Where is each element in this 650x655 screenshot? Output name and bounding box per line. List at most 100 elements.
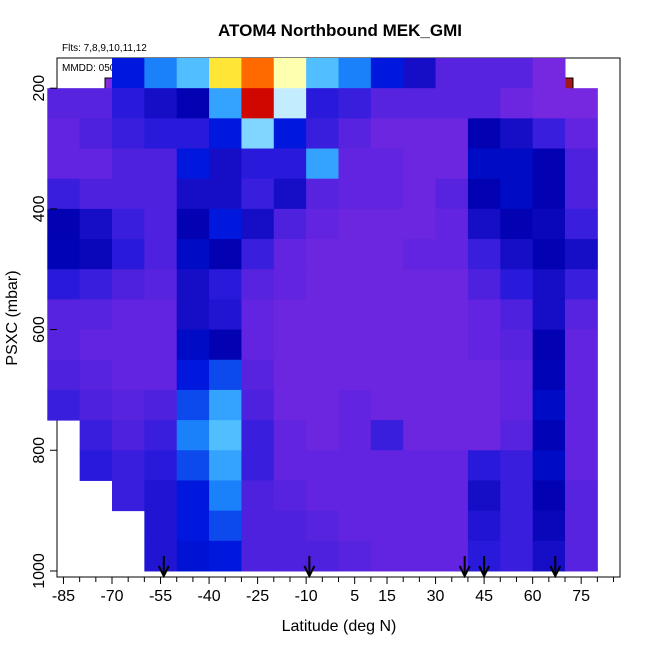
heatmap-cell — [209, 450, 242, 481]
heatmap-cell — [209, 329, 242, 361]
heatmap-cell — [209, 239, 242, 270]
heatmap-cell — [209, 359, 242, 391]
heatmap-cell — [532, 450, 566, 481]
heatmap-cell — [306, 420, 339, 451]
heatmap-cell — [403, 208, 437, 240]
heatmap-cell — [273, 148, 307, 180]
heatmap-cell — [500, 178, 534, 210]
heatmap-cell — [467, 239, 501, 270]
heatmap-cell — [370, 510, 404, 542]
heatmap-cell — [435, 420, 469, 451]
heatmap-cell — [306, 450, 339, 481]
heatmap-cell — [500, 389, 534, 421]
heatmap-cell — [176, 510, 210, 542]
heatmap-cell — [176, 480, 210, 512]
x-tick-label: 15 — [378, 588, 396, 605]
flights-label: Flts: 7,8,9,10,11,12 — [62, 43, 147, 54]
heatmap-cell — [241, 510, 275, 542]
heatmap-cell — [370, 88, 404, 119]
heatmap-cell — [532, 239, 566, 270]
heatmap-cell — [338, 420, 372, 451]
heatmap-cell — [79, 450, 113, 481]
heatmap-cell — [176, 148, 210, 180]
heatmap-cell — [144, 540, 178, 572]
heatmap-cell — [209, 118, 242, 150]
heatmap-cell — [176, 299, 210, 331]
heatmap-cell — [370, 118, 404, 150]
heatmap-cell — [79, 178, 113, 210]
heatmap-cell — [176, 269, 210, 300]
heatmap-cell — [306, 178, 339, 210]
heatmap-cell — [47, 178, 81, 210]
y-tick-label: 1000 — [31, 553, 48, 589]
heatmap-cell — [209, 208, 242, 240]
heatmap-cell — [241, 450, 275, 481]
x-tick-label: 60 — [524, 588, 542, 605]
heatmap-cell — [144, 299, 178, 331]
heatmap-cell — [112, 118, 145, 150]
heatmap-cell — [500, 510, 534, 542]
heatmap-cell — [79, 389, 113, 421]
heatmap-cell — [209, 58, 242, 89]
heatmap-cell — [435, 299, 469, 331]
heatmap-cell — [112, 148, 145, 180]
heatmap-cell — [338, 480, 372, 512]
heatmap-cell — [403, 329, 437, 361]
heatmap-cell — [500, 269, 534, 300]
heatmap-cell — [467, 118, 501, 150]
y-tick-label: 800 — [31, 437, 48, 464]
heatmap-cell — [79, 239, 113, 270]
heatmap-cell — [370, 208, 404, 240]
heatmap-cell — [112, 359, 145, 391]
heatmap-cell — [403, 299, 437, 331]
y-axis-label: PSXC (mbar) — [4, 270, 21, 365]
heatmap-cell — [564, 389, 598, 421]
heatmap-cell — [273, 58, 307, 89]
heatmap-cell — [306, 269, 339, 300]
heatmap-cell — [467, 299, 501, 331]
heatmap-cell — [306, 510, 339, 542]
axes: -85 -70 -55 -40 -25 -10 5 15 30 45 60 75 200 400 600 80… — [31, 75, 615, 605]
heatmap-cell — [306, 58, 339, 89]
heatmap-cell — [500, 88, 534, 119]
heatmap-cell — [403, 269, 437, 300]
heatmap-cell — [112, 420, 145, 451]
heatmap-cell — [273, 118, 307, 150]
heatmap-cell — [564, 540, 598, 572]
heatmap-cell — [370, 450, 404, 481]
heatmap-cell — [176, 58, 210, 89]
heatmap-cell — [241, 540, 275, 572]
heatmap-cell — [532, 480, 566, 512]
heatmap-cell — [403, 118, 437, 150]
heatmap-cell — [500, 118, 534, 150]
heatmap-cell — [144, 178, 178, 210]
heatmap-cell — [79, 299, 113, 331]
heatmap-cell — [241, 269, 275, 300]
heatmap-cell — [112, 58, 145, 89]
heatmap-cell — [112, 239, 145, 270]
heatmap-cell — [176, 88, 210, 119]
heatmap-cell — [112, 450, 145, 481]
flight-marker-head — [157, 565, 170, 579]
heatmap-cell — [500, 208, 534, 240]
x-tick-label: -40 — [198, 588, 221, 605]
heatmap-cell — [112, 269, 145, 300]
heatmap-cell — [273, 269, 307, 300]
heatmap-cell — [338, 510, 372, 542]
heatmap-cell — [209, 178, 242, 210]
heatmap-cell — [532, 269, 566, 300]
heatmap-cell — [435, 118, 469, 150]
heatmap-cell — [241, 178, 275, 210]
heatmap-cell — [370, 58, 404, 89]
heatmap-cell — [144, 480, 178, 512]
heatmap-cell — [144, 88, 178, 119]
heatmap-cell — [79, 420, 113, 451]
heatmap-cell — [370, 480, 404, 512]
heatmap-cell — [564, 88, 598, 119]
flight-marker-head — [458, 565, 471, 579]
heatmap-cell — [435, 389, 469, 421]
heatmap-cell — [435, 510, 469, 542]
heatmap-cell — [112, 88, 145, 119]
flight-marker-head — [478, 565, 490, 579]
